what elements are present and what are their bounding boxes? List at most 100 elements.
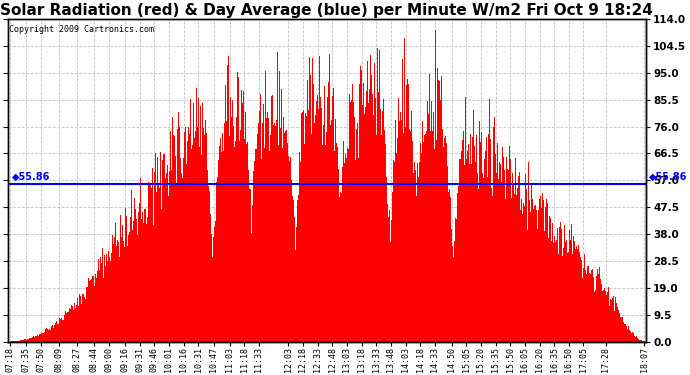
Bar (368, 103, 369, 342)
Bar (198, 98, 199, 342)
Bar (114, 237, 115, 342)
Bar (151, 188, 152, 342)
Bar (313, 84, 314, 342)
Bar (402, 59, 403, 342)
Bar (480, 142, 482, 342)
Bar (30, 338, 32, 342)
Bar (532, 200, 533, 342)
Bar (105, 266, 106, 342)
Bar (564, 225, 565, 342)
Bar (637, 338, 638, 342)
Bar (43, 333, 44, 342)
Bar (190, 99, 191, 342)
Bar (332, 96, 333, 342)
Bar (407, 79, 408, 342)
Bar (537, 229, 538, 342)
Bar (68, 312, 69, 342)
Bar (510, 159, 511, 342)
Bar (444, 138, 445, 342)
Bar (136, 219, 137, 342)
Bar (584, 254, 585, 342)
Bar (335, 143, 337, 342)
Bar (316, 100, 317, 342)
Bar (628, 326, 629, 342)
Bar (536, 210, 537, 342)
Bar (483, 178, 484, 342)
Bar (477, 172, 478, 342)
Bar (410, 131, 411, 342)
Bar (67, 312, 68, 342)
Bar (93, 276, 94, 342)
Bar (456, 219, 457, 342)
Bar (159, 152, 161, 342)
Bar (493, 127, 494, 342)
Bar (42, 333, 43, 342)
Bar (281, 89, 282, 342)
Bar (328, 82, 329, 342)
Bar (620, 318, 621, 342)
Bar (471, 137, 473, 342)
Bar (21, 340, 22, 342)
Bar (146, 224, 147, 342)
Bar (22, 340, 23, 342)
Bar (61, 318, 62, 342)
Bar (225, 85, 226, 342)
Bar (423, 142, 424, 342)
Bar (180, 158, 181, 342)
Bar (416, 195, 417, 342)
Bar (411, 111, 412, 342)
Bar (598, 274, 599, 342)
Bar (107, 261, 108, 342)
Bar (321, 108, 322, 342)
Bar (248, 189, 250, 342)
Bar (123, 240, 124, 342)
Bar (426, 101, 428, 342)
Bar (562, 256, 564, 342)
Bar (314, 123, 315, 342)
Bar (130, 217, 131, 342)
Bar (551, 242, 552, 342)
Bar (297, 195, 299, 342)
Bar (501, 182, 502, 342)
Bar (355, 160, 356, 342)
Bar (342, 168, 344, 342)
Bar (41, 333, 42, 342)
Bar (379, 50, 380, 342)
Bar (269, 151, 270, 342)
Bar (64, 315, 65, 342)
Bar (133, 221, 135, 342)
Bar (558, 254, 559, 342)
Bar (318, 109, 319, 342)
Bar (552, 223, 553, 342)
Bar (615, 297, 616, 342)
Bar (139, 204, 140, 342)
Bar (192, 145, 193, 342)
Bar (382, 99, 384, 342)
Bar (639, 340, 640, 342)
Bar (339, 192, 341, 342)
Bar (473, 180, 475, 342)
Bar (210, 217, 212, 342)
Bar (230, 96, 231, 342)
Bar (455, 218, 456, 342)
Bar (380, 109, 381, 342)
Bar (92, 276, 93, 342)
Bar (505, 199, 506, 342)
Bar (236, 117, 237, 342)
Bar (381, 135, 382, 342)
Bar (154, 172, 155, 342)
Bar (567, 253, 569, 342)
Bar (546, 199, 547, 342)
Bar (453, 257, 454, 342)
Bar (111, 253, 112, 342)
Bar (179, 127, 180, 342)
Bar (377, 92, 379, 342)
Bar (539, 199, 540, 342)
Bar (509, 146, 510, 342)
Bar (412, 141, 413, 342)
Bar (592, 269, 593, 342)
Bar (137, 235, 138, 342)
Bar (101, 263, 102, 342)
Text: Copyright 2009 Cartronics.com: Copyright 2009 Cartronics.com (9, 26, 154, 34)
Bar (386, 177, 388, 342)
